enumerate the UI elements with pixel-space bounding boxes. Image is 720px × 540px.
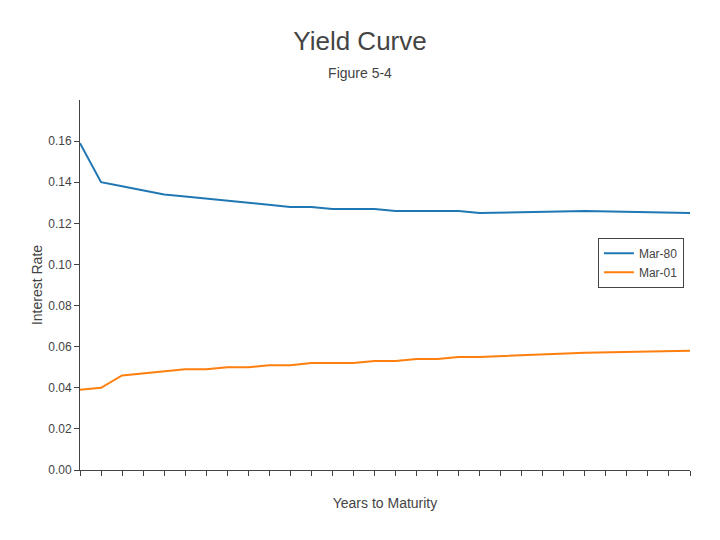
- svg-text:Yield Curve: Yield Curve: [293, 26, 426, 56]
- svg-text:Years to Maturity: Years to Maturity: [333, 495, 438, 511]
- svg-text:0.02: 0.02: [48, 422, 72, 436]
- svg-text:Mar-01: Mar-01: [639, 266, 677, 280]
- svg-text:Interest Rate: Interest Rate: [29, 245, 45, 325]
- svg-text:0.04: 0.04: [48, 381, 72, 395]
- svg-text:0.10: 0.10: [48, 258, 72, 272]
- svg-text:Mar-80: Mar-80: [639, 247, 677, 261]
- svg-text:0.14: 0.14: [48, 175, 72, 189]
- svg-text:0.12: 0.12: [48, 217, 72, 231]
- svg-text:0.08: 0.08: [48, 299, 72, 313]
- svg-text:Figure 5-4: Figure 5-4: [328, 65, 392, 81]
- svg-text:0.06: 0.06: [48, 340, 72, 354]
- svg-text:0.16: 0.16: [48, 134, 72, 148]
- svg-text:0.00: 0.00: [48, 463, 72, 477]
